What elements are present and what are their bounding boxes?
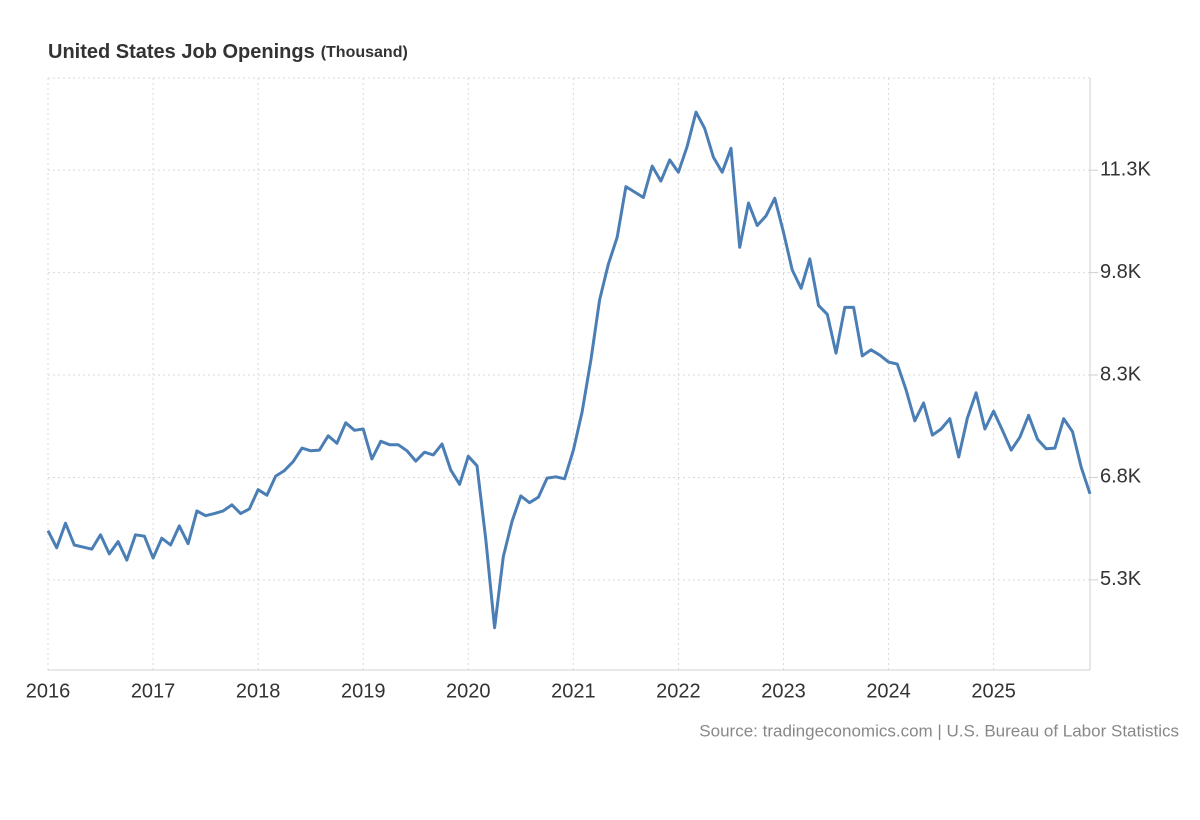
x-tick-label: 2025 xyxy=(971,680,1016,702)
x-tick-label: 2016 xyxy=(26,680,71,702)
y-tick-label: 9.8K xyxy=(1100,261,1142,283)
x-tick-label: 2022 xyxy=(656,680,701,702)
title: United States Job Openings xyxy=(48,41,315,63)
chart-title: United States Job Openings (Thousand) xyxy=(48,41,408,63)
unit: (Thousand) xyxy=(321,44,408,61)
data-line xyxy=(46,110,1092,630)
y-tick-label: 11.3K xyxy=(1100,158,1151,180)
x-tick-label: 2018 xyxy=(236,680,281,702)
x-tick-label: 2023 xyxy=(761,680,806,702)
x-tick-label: 2024 xyxy=(866,680,911,702)
source: Source: tradingeconomics.com | U.S. Bure… xyxy=(699,721,1179,740)
x-tick-label: 2020 xyxy=(446,680,491,702)
y-tick-label: 5.3K xyxy=(1100,568,1142,590)
x-tick-label: 2021 xyxy=(551,680,596,702)
y-tick-label: 6.8K xyxy=(1100,466,1142,488)
x-tick-label: 2017 xyxy=(131,680,176,702)
x-tick-label: 2019 xyxy=(341,680,386,702)
y-tick-label: 8.3K xyxy=(1100,363,1142,385)
